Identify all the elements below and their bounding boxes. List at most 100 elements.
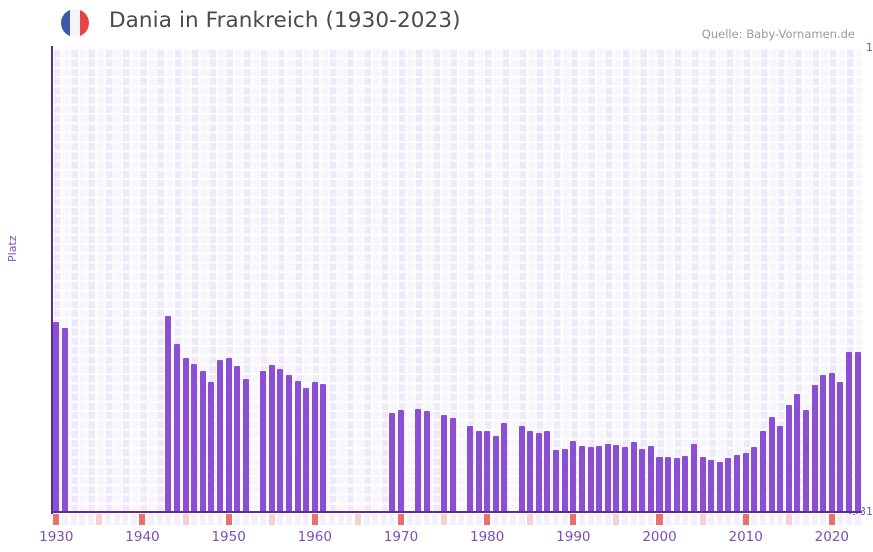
bar-1999[interactable] bbox=[647, 446, 654, 512]
x-tick-cell bbox=[79, 514, 86, 525]
bar-2014[interactable] bbox=[777, 425, 784, 512]
bar-1955[interactable] bbox=[268, 365, 275, 512]
x-tick-cell bbox=[337, 514, 344, 525]
bar-1956[interactable] bbox=[277, 369, 284, 512]
x-tick-cell bbox=[794, 514, 801, 525]
bar-2003[interactable] bbox=[682, 455, 689, 512]
x-tick-label-1990: 1990 bbox=[556, 529, 591, 545]
bar-1986[interactable] bbox=[535, 433, 542, 512]
bar-2000[interactable] bbox=[656, 457, 663, 512]
bar-1989[interactable] bbox=[561, 449, 568, 512]
bar-1994[interactable] bbox=[604, 443, 611, 512]
x-tick-major-1990 bbox=[570, 514, 577, 525]
bar-1949[interactable] bbox=[217, 360, 224, 512]
bar-1996[interactable] bbox=[622, 447, 629, 512]
bar-2008[interactable] bbox=[725, 458, 732, 512]
bar-2022[interactable] bbox=[846, 351, 853, 512]
x-tick-cell bbox=[217, 514, 224, 525]
bar-2019[interactable] bbox=[820, 375, 827, 512]
bar-2011[interactable] bbox=[751, 447, 758, 512]
bar-1952[interactable] bbox=[242, 378, 249, 512]
bar-2002[interactable] bbox=[673, 458, 680, 512]
x-tick-cell bbox=[846, 514, 853, 525]
bar-1987[interactable] bbox=[544, 430, 551, 512]
bar-1978[interactable] bbox=[466, 425, 473, 512]
bar-1982[interactable] bbox=[501, 422, 508, 512]
bar-1998[interactable] bbox=[639, 449, 646, 512]
bar-1943[interactable] bbox=[165, 315, 172, 512]
bar-1997[interactable] bbox=[630, 442, 637, 512]
bar-1992[interactable] bbox=[587, 447, 594, 512]
x-tick-cell bbox=[389, 514, 396, 525]
x-tick-cell bbox=[165, 514, 172, 525]
x-tick-cell bbox=[854, 514, 861, 525]
x-tick-label-2020: 2020 bbox=[814, 529, 850, 545]
bar-1984[interactable] bbox=[518, 426, 525, 512]
x-tick-cell bbox=[208, 514, 215, 525]
bar-1944[interactable] bbox=[173, 344, 180, 512]
x-tick-cell bbox=[346, 514, 353, 525]
bar-2012[interactable] bbox=[759, 430, 766, 512]
bar-1979[interactable] bbox=[475, 430, 482, 512]
bar-1950[interactable] bbox=[225, 358, 232, 512]
bar-1972[interactable] bbox=[415, 408, 422, 512]
bar-1954[interactable] bbox=[260, 370, 267, 512]
x-tick-cell bbox=[449, 514, 456, 525]
bar-2006[interactable] bbox=[708, 459, 715, 512]
bar-2016[interactable] bbox=[794, 394, 801, 512]
bar-1993[interactable] bbox=[596, 446, 603, 512]
bar-1957[interactable] bbox=[285, 375, 292, 512]
x-tick-cell bbox=[191, 514, 198, 525]
bar-1981[interactable] bbox=[492, 435, 499, 512]
bar-1961[interactable] bbox=[320, 384, 327, 512]
bar-1946[interactable] bbox=[191, 364, 198, 512]
bar-1948[interactable] bbox=[208, 381, 215, 512]
bar-2021[interactable] bbox=[837, 381, 844, 512]
x-tick-cell bbox=[759, 514, 766, 525]
bar-2018[interactable] bbox=[811, 385, 818, 512]
bar-2020[interactable] bbox=[828, 373, 835, 512]
bar-1960[interactable] bbox=[311, 381, 318, 512]
bar-1990[interactable] bbox=[570, 440, 577, 512]
bar-1973[interactable] bbox=[423, 411, 430, 512]
x-tick-cell bbox=[113, 514, 120, 525]
x-tick-cell bbox=[303, 514, 310, 525]
bar-1991[interactable] bbox=[578, 445, 585, 512]
bar-1959[interactable] bbox=[303, 387, 310, 512]
x-tick-major-1960 bbox=[311, 514, 318, 525]
bar-1931[interactable] bbox=[61, 328, 68, 512]
x-tick-minor-1955 bbox=[268, 514, 275, 525]
bar-1947[interactable] bbox=[199, 370, 206, 512]
bar-1930[interactable] bbox=[53, 322, 60, 512]
bar-1958[interactable] bbox=[294, 381, 301, 512]
bar-2017[interactable] bbox=[802, 410, 809, 512]
source-attribution: Quelle: Baby-Vornamen.de bbox=[701, 27, 855, 41]
bar-1976[interactable] bbox=[449, 417, 456, 512]
bar-2010[interactable] bbox=[742, 453, 749, 512]
bar-2013[interactable] bbox=[768, 417, 775, 512]
x-tick-cell bbox=[130, 514, 137, 525]
bar-1985[interactable] bbox=[527, 431, 534, 512]
x-tick-minor-1965 bbox=[354, 514, 361, 525]
bar-1951[interactable] bbox=[234, 365, 241, 512]
bar-2015[interactable] bbox=[785, 405, 792, 512]
bar-2005[interactable] bbox=[699, 457, 706, 512]
bar-2009[interactable] bbox=[734, 454, 741, 512]
bar-2004[interactable] bbox=[690, 443, 697, 512]
bar-1970[interactable] bbox=[397, 410, 404, 512]
x-tick-cell bbox=[751, 514, 758, 525]
x-tick-cell bbox=[553, 514, 560, 525]
bar-1945[interactable] bbox=[182, 358, 189, 512]
bar-1995[interactable] bbox=[613, 444, 620, 512]
bar-1969[interactable] bbox=[389, 412, 396, 512]
bar-2023[interactable] bbox=[854, 351, 861, 512]
bar-2001[interactable] bbox=[665, 456, 672, 512]
bar-2007[interactable] bbox=[716, 461, 723, 512]
x-tick-cell bbox=[285, 514, 292, 525]
bar-1988[interactable] bbox=[553, 449, 560, 512]
x-tick-cell bbox=[578, 514, 585, 525]
bar-1975[interactable] bbox=[441, 414, 448, 512]
bar-1980[interactable] bbox=[484, 431, 491, 512]
x-tick-label-1950: 1950 bbox=[211, 529, 246, 545]
x-tick-minor-1935 bbox=[96, 514, 103, 525]
